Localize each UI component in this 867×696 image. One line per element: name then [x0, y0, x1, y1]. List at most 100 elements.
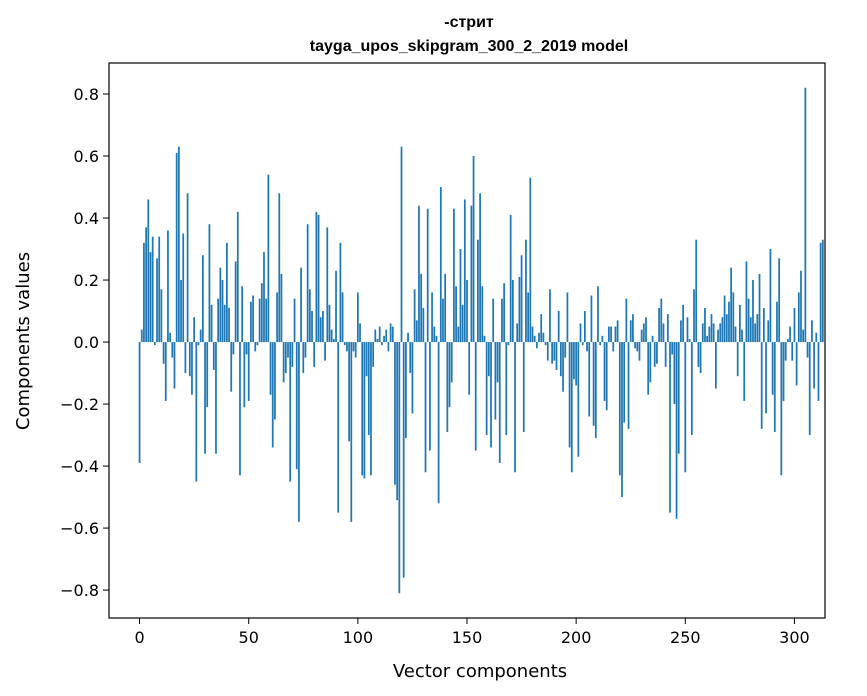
bar — [653, 342, 656, 367]
bar — [326, 227, 329, 343]
bar — [263, 252, 265, 343]
bar — [177, 146, 180, 343]
bar — [455, 286, 457, 343]
bar — [723, 295, 726, 343]
bar — [778, 258, 781, 343]
bar — [400, 146, 403, 343]
bar — [745, 261, 748, 343]
bar — [492, 298, 495, 343]
bar — [640, 329, 643, 343]
bar — [426, 208, 429, 343]
bar — [520, 255, 523, 343]
bar — [230, 342, 233, 392]
bar — [483, 335, 486, 343]
bar — [450, 342, 453, 383]
bar — [280, 273, 283, 343]
bar — [376, 338, 379, 343]
bar — [322, 311, 324, 343]
bar — [485, 342, 488, 436]
bar — [765, 342, 767, 414]
bar — [570, 342, 573, 473]
bar — [332, 338, 335, 343]
bar — [258, 298, 261, 343]
bar — [145, 227, 147, 343]
bar — [699, 342, 702, 374]
bar — [496, 342, 499, 383]
bar — [555, 342, 558, 370]
bar — [592, 342, 595, 426]
bar — [636, 342, 639, 352]
bar — [243, 342, 246, 408]
bar — [186, 193, 189, 343]
bar — [597, 286, 599, 343]
bar — [579, 323, 582, 343]
bar-series — [138, 87, 824, 594]
bar — [584, 311, 586, 343]
bar — [627, 342, 630, 429]
bar — [472, 156, 475, 343]
bar — [695, 239, 698, 343]
y-tick-label: −0.6 — [60, 519, 99, 538]
bar — [634, 342, 636, 349]
bar — [160, 289, 163, 343]
bar — [546, 342, 549, 361]
bar — [804, 87, 807, 343]
bar — [603, 342, 606, 401]
bar — [756, 314, 759, 343]
bar — [182, 233, 185, 343]
bar — [339, 242, 342, 343]
bar — [457, 326, 460, 343]
bar — [741, 329, 743, 343]
bar — [204, 342, 206, 454]
bar — [559, 342, 562, 377]
chart-title-line1: -стрит — [444, 14, 494, 31]
bar — [666, 314, 669, 343]
bar — [649, 342, 652, 383]
bar — [533, 335, 536, 343]
bar — [688, 338, 691, 343]
bar — [540, 314, 543, 343]
bar — [365, 342, 368, 377]
bar — [743, 342, 746, 401]
bar — [514, 342, 516, 473]
bar — [276, 292, 278, 343]
bar — [199, 329, 202, 343]
bar — [315, 211, 318, 343]
bar — [291, 342, 294, 367]
bar — [409, 342, 412, 374]
bar — [398, 342, 401, 594]
y-tick-label: 0.2 — [74, 271, 99, 290]
bar — [407, 332, 409, 343]
bar — [402, 342, 405, 578]
bar — [618, 342, 621, 476]
bar — [147, 199, 150, 343]
bar — [424, 342, 427, 473]
bar — [704, 307, 706, 343]
bar — [206, 342, 209, 408]
bar — [236, 211, 239, 343]
bar — [289, 342, 292, 482]
bar — [219, 267, 222, 343]
bar — [247, 342, 250, 401]
bar — [577, 342, 580, 457]
bar — [300, 267, 302, 343]
bar — [217, 298, 220, 343]
bar — [815, 332, 818, 343]
x-tick-label: 250 — [670, 628, 701, 647]
bar — [675, 342, 678, 519]
bar — [380, 342, 383, 346]
bar — [197, 342, 200, 346]
bar — [817, 342, 820, 401]
bar — [645, 317, 647, 343]
bar — [324, 342, 326, 361]
bar — [254, 342, 257, 352]
bar — [784, 342, 787, 361]
bar — [234, 261, 237, 343]
bar — [690, 342, 693, 436]
bar — [343, 342, 346, 346]
bar — [226, 242, 228, 343]
bar — [763, 307, 765, 343]
bar — [418, 205, 420, 343]
bar — [791, 342, 794, 361]
bar — [813, 342, 815, 389]
